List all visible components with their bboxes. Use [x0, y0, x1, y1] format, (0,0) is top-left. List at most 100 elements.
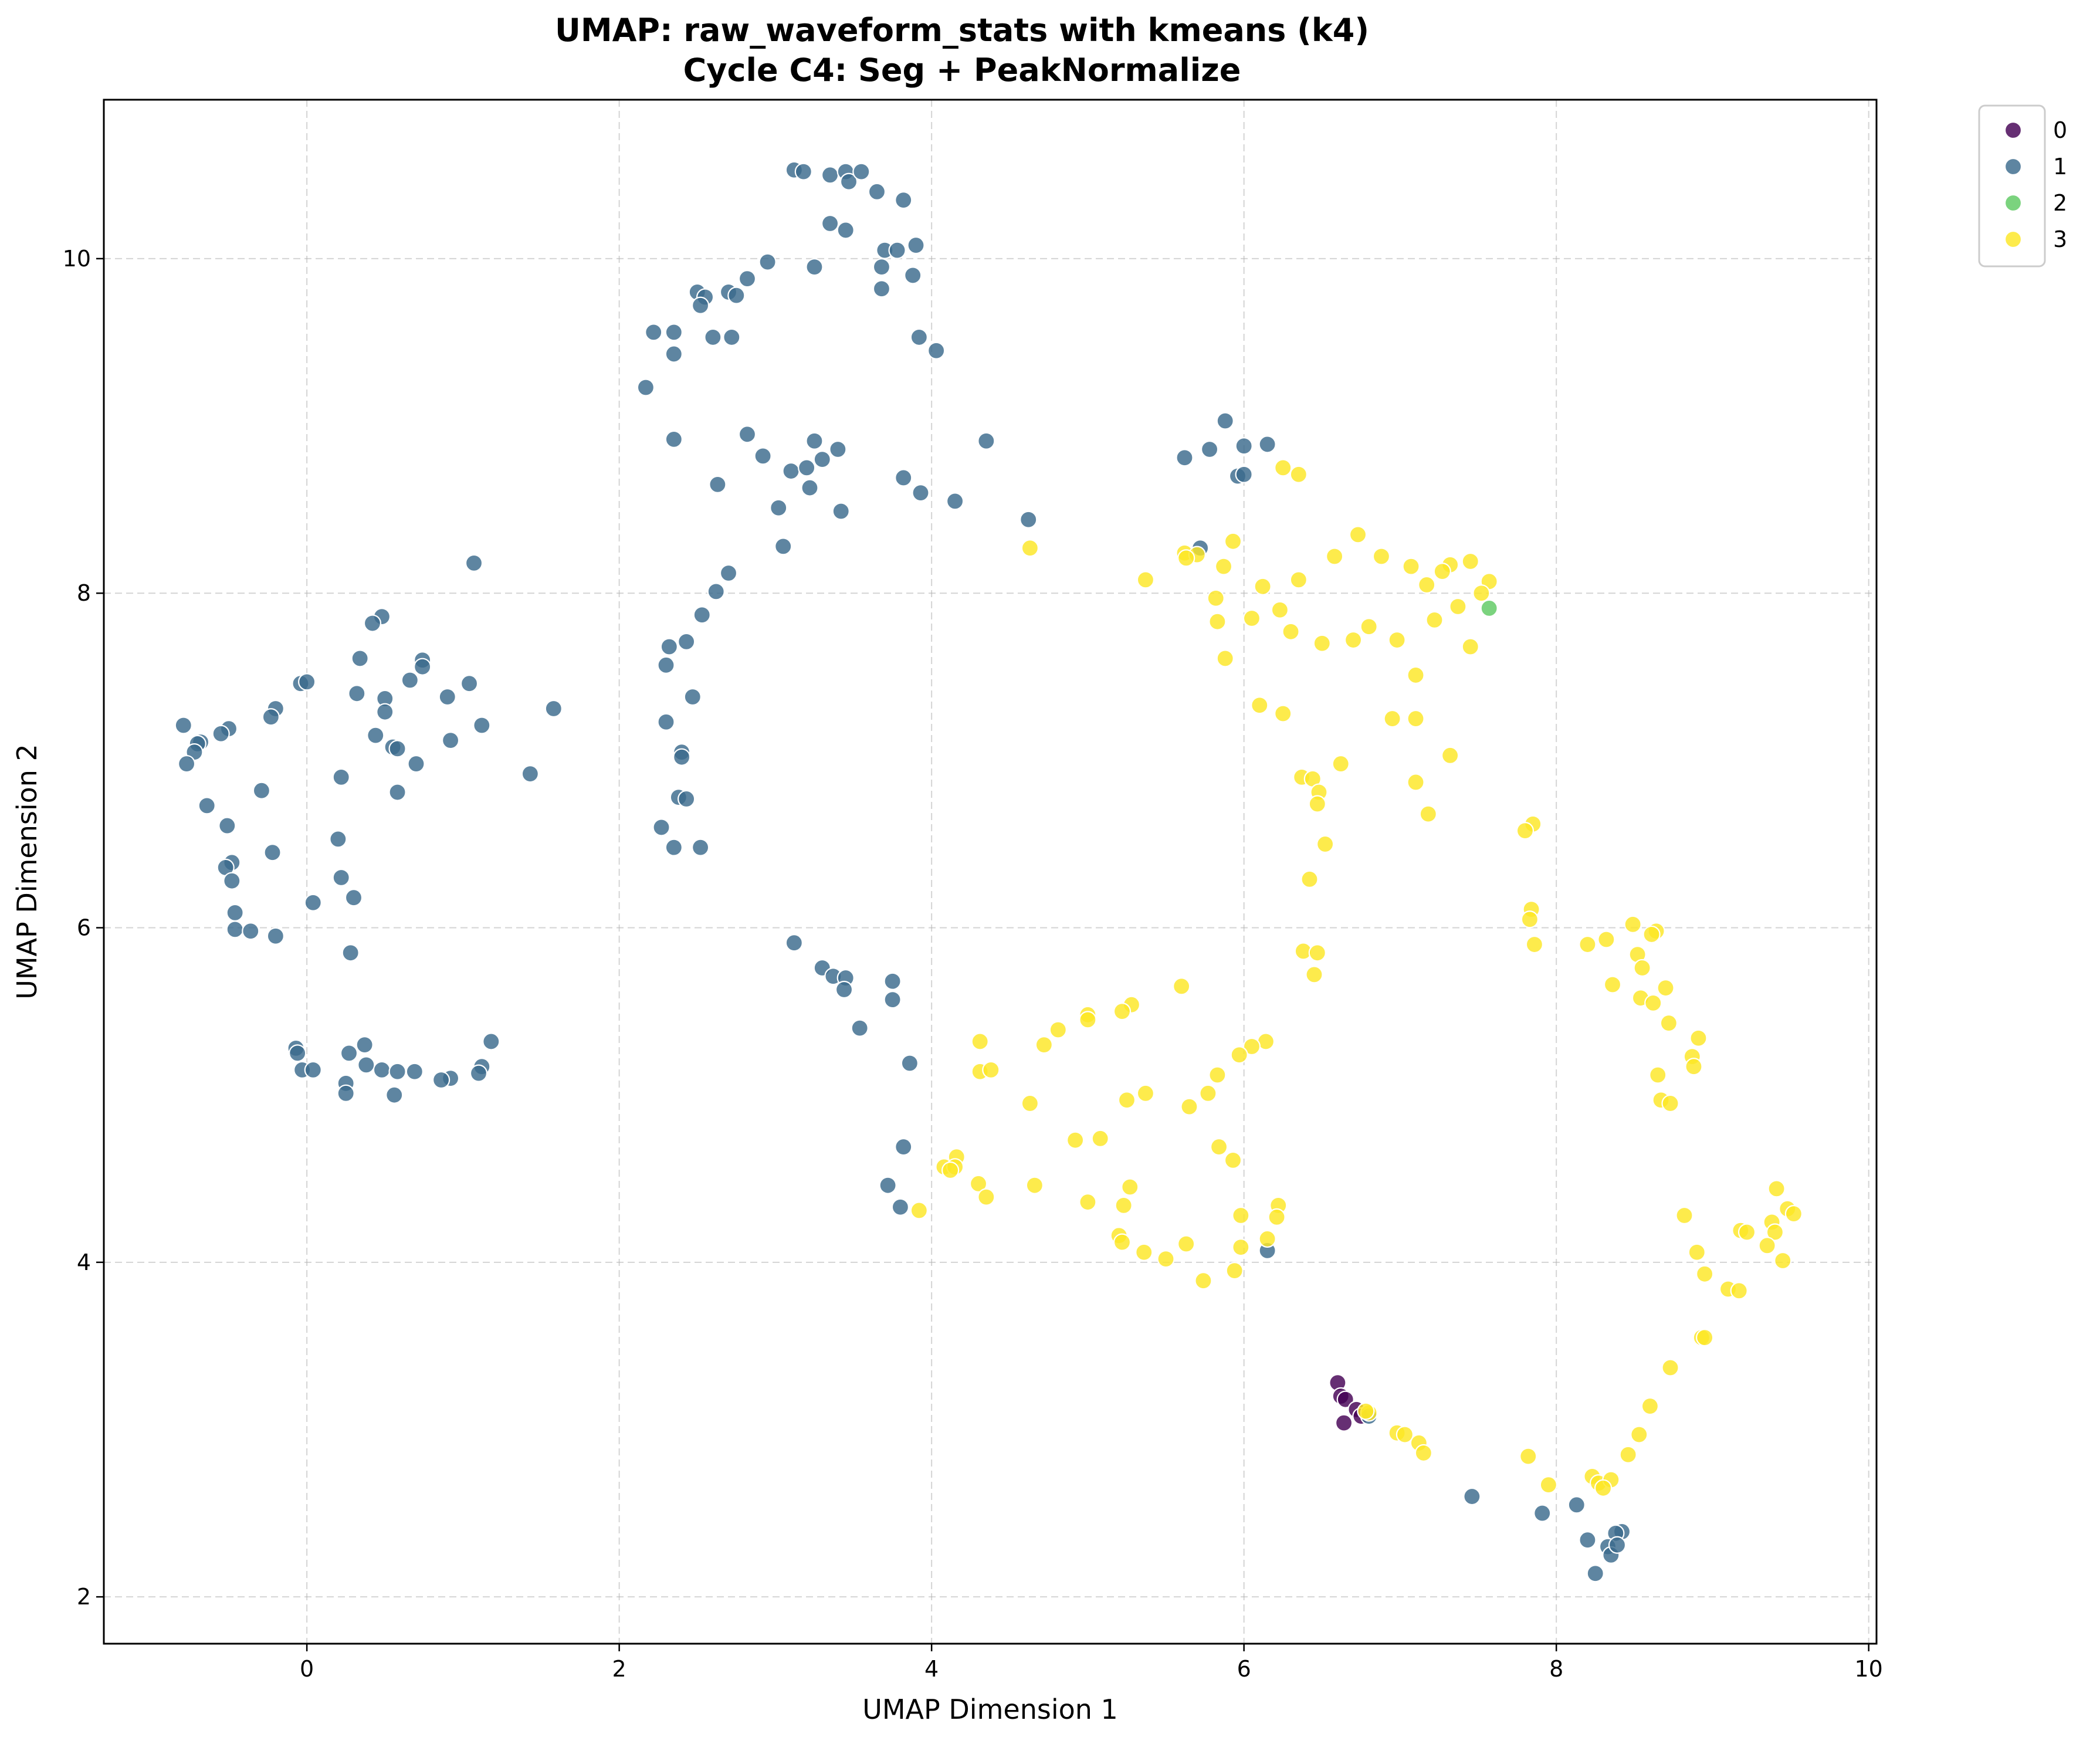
cluster-1-point	[1216, 412, 1234, 430]
cluster-3-point	[1461, 552, 1479, 571]
cluster-1-point	[376, 703, 394, 721]
cluster-3-point	[1657, 979, 1675, 997]
legend-marker-0	[2004, 121, 2023, 140]
cluster-3-point	[1271, 601, 1289, 619]
cluster-3-point	[1242, 609, 1261, 628]
cluster-3-point	[1644, 994, 1662, 1012]
cluster-3-point	[1079, 1193, 1097, 1211]
cluster-1-point	[813, 450, 831, 469]
cluster-1-point	[851, 1019, 869, 1037]
cluster-1-point	[469, 1064, 488, 1082]
cluster-3-point	[1396, 1425, 1414, 1444]
cluster-1-point	[723, 328, 741, 347]
cluster-3-point	[1624, 915, 1642, 933]
cluster-1-point	[829, 440, 847, 459]
cluster-3-point	[1414, 1444, 1432, 1462]
y-tick-label: 10	[63, 246, 91, 272]
cluster-1-point	[223, 872, 241, 890]
cluster-3-point	[1642, 925, 1661, 944]
cluster-1-point	[805, 432, 824, 450]
cluster-1-point	[652, 818, 670, 837]
cluster-3-point	[1308, 944, 1326, 962]
cluster-1-point	[774, 537, 792, 556]
cluster-1-point	[388, 783, 407, 801]
cluster-1-point	[348, 685, 366, 703]
cluster-3-point	[1360, 618, 1378, 636]
x-tick-label: 0	[300, 1656, 314, 1682]
cluster-3-point	[1135, 1243, 1153, 1261]
cluster-1-point	[872, 280, 891, 298]
cluster-1-point	[521, 765, 539, 783]
cluster-1-point	[432, 1071, 451, 1089]
cluster-1-point	[1200, 440, 1219, 459]
x-tick-label: 10	[1855, 1656, 1883, 1682]
legend-label-3: 3	[2053, 226, 2067, 252]
cluster-1-point	[473, 716, 491, 734]
cluster-1-point	[782, 462, 800, 480]
cluster-1-point	[460, 675, 479, 693]
cluster-3-point	[1091, 1129, 1109, 1147]
cluster-1-point	[298, 673, 316, 691]
cluster-1-point	[801, 479, 819, 497]
cluster-1-point	[946, 492, 964, 510]
cluster-3-point	[1305, 966, 1323, 984]
cluster-3-point	[1579, 935, 1597, 954]
cluster-3-point	[1230, 1046, 1248, 1064]
cluster-0-point	[1336, 1390, 1354, 1408]
cluster-1-point	[414, 658, 432, 676]
cluster-1-point	[385, 1086, 404, 1104]
cluster-3-point	[1274, 705, 1292, 723]
legend-frame	[1978, 104, 2046, 267]
scatter-points	[174, 161, 1803, 1583]
cluster-1-point	[1258, 435, 1276, 453]
cluster-1-point	[683, 688, 702, 706]
cluster-1-point	[332, 868, 350, 887]
cluster-3-point	[1025, 1176, 1044, 1194]
cluster-3-point	[1758, 1237, 1776, 1255]
cluster-3-point	[1313, 634, 1331, 652]
cluster-1-point	[868, 182, 886, 201]
cluster-1-point	[785, 934, 803, 952]
cluster-1-point	[665, 345, 683, 363]
cluster-3-point	[1177, 549, 1195, 567]
cluster-3-point	[1630, 1425, 1648, 1444]
cluster-3-point	[1597, 930, 1615, 949]
y-tick-label: 8	[77, 580, 91, 606]
cluster-3-point	[1685, 1058, 1703, 1076]
cluster-3-point	[982, 1061, 1000, 1079]
cluster-3-point	[1224, 1151, 1242, 1169]
cluster-1-point	[821, 214, 839, 233]
cluster-1-point	[1235, 465, 1253, 483]
cluster-3-point	[1332, 754, 1350, 773]
cluster-3-point	[1696, 1329, 1714, 1347]
cluster-3-point	[1232, 1238, 1250, 1257]
legend-marker-2	[2004, 194, 2023, 212]
cluster-1-point	[407, 754, 425, 773]
cluster-1-point	[266, 927, 284, 945]
cluster-3-point	[1224, 532, 1242, 550]
cluster-3-point	[1136, 571, 1155, 589]
cluster-1-point	[363, 614, 382, 632]
chart-title: UMAP: raw_waveform_stats with kmeans (k4…	[555, 12, 1369, 49]
cluster-3-point	[1372, 547, 1391, 565]
cluster-3-point	[1633, 959, 1651, 977]
cluster-1-point	[372, 1061, 391, 1079]
cluster-1-point	[178, 754, 196, 773]
y-axis-label: UMAP Dimension 2	[11, 744, 43, 1000]
cluster-3-point	[1115, 1196, 1133, 1214]
cluster-3-point	[1214, 557, 1233, 575]
cluster-1-point	[657, 656, 675, 674]
cluster-1-point	[805, 258, 824, 276]
cluster-3-point	[1208, 612, 1227, 631]
cluster-1-point	[912, 484, 930, 502]
chart-subtitle: Cycle C4: Seg + PeakNormalize	[683, 52, 1241, 89]
cluster-1-point	[895, 469, 913, 487]
cluster-1-point	[883, 972, 902, 990]
cluster-1-point	[212, 724, 230, 743]
cluster-3-point	[1407, 773, 1425, 791]
cluster-3-point	[1173, 977, 1191, 995]
cluster-1-point	[465, 554, 483, 572]
cluster-1-point	[754, 447, 772, 465]
cluster-3-point	[1661, 1094, 1679, 1113]
cluster-3-point	[1519, 1447, 1537, 1465]
